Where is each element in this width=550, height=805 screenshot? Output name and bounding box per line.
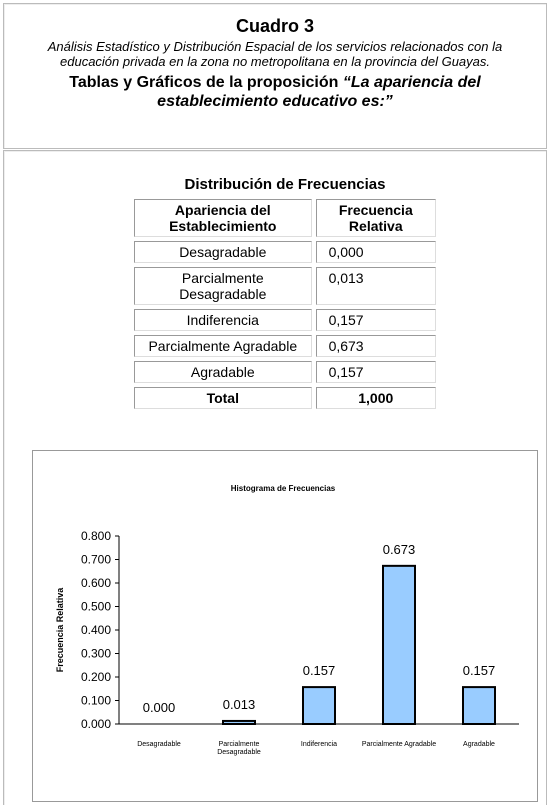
- table-cell: Parcialmente Agradable: [134, 335, 312, 357]
- table-title: Distribución de Frecuencias: [184, 176, 386, 193]
- value-label: 0.000: [143, 700, 176, 715]
- chart-box: Histograma de Frecuencias Frecuencia Rela…: [32, 450, 538, 802]
- x-tick-label: Desagradable: [137, 741, 181, 748]
- table-cell: Frecuencia Relativa: [315, 199, 436, 237]
- y-tick-label: 0.500: [81, 600, 111, 614]
- y-tick-label: 0.700: [81, 553, 111, 567]
- table-row: Agradable 0,157: [134, 361, 436, 383]
- y-tick-label: 0.600: [81, 576, 111, 590]
- table-row: Total 1,000: [134, 387, 436, 409]
- table-cell: 1,000: [315, 387, 436, 409]
- value-label: 0.157: [463, 663, 496, 678]
- table-cell: Parcialmente Desagradable: [134, 267, 312, 305]
- table-row: Parcialmente Desagradable 0,013: [134, 267, 436, 305]
- heading-quote: “La apariencia del establecimiento educa…: [157, 74, 481, 110]
- value-label: 0.013: [223, 697, 256, 712]
- y-axis-label: Frecuencia Relativa: [55, 587, 65, 673]
- table-row: Desagradable 0,000: [134, 241, 436, 263]
- table-cell: 0,673: [315, 335, 436, 357]
- table: Apariencia del Establecimiento Frecuencia…: [130, 195, 440, 413]
- chart-title: Histograma de Frecuencias: [231, 484, 336, 493]
- table-cell: Indiferencia: [134, 309, 312, 331]
- heading: Tablas y Gráficos de la proposición “La …: [14, 73, 536, 111]
- header: Cuadro 3 Análisis Estadístico y Distribu…: [3, 3, 547, 149]
- bar: [222, 719, 256, 726]
- x-tick-label: Parcialmente Agradable: [361, 741, 437, 748]
- content: [3, 150, 547, 805]
- x-tick-label: Indiferencia: [300, 741, 338, 748]
- x-tick-label: Agradable: [463, 741, 495, 748]
- table-cell: Agradable: [134, 361, 312, 383]
- table-cell: Apariencia del Establecimiento: [134, 199, 312, 237]
- y-tick-label: 0.800: [81, 529, 111, 543]
- table-cell: Desagradable: [134, 241, 312, 263]
- table-cell: 0,157: [315, 361, 436, 383]
- bar: [382, 564, 416, 725]
- y-tick-label: 0.100: [81, 694, 111, 708]
- table-row: Parcialmente Agradable 0,673: [134, 335, 436, 357]
- subtitle: Análisis Estadístico y Distribución Espa…: [47, 39, 503, 69]
- table-cell: 0,157: [315, 309, 436, 331]
- table-cell: 0,000: [315, 241, 436, 263]
- chart: Histograma de Frecuencias Frecuencia Rela…: [55, 484, 519, 731]
- y-tick-label: 0.400: [81, 623, 111, 637]
- value-label: 0.157: [303, 663, 336, 678]
- value-label: 0.673: [383, 542, 416, 557]
- table-row: Apariencia del Establecimiento Frecuencia…: [134, 199, 436, 237]
- table-row: Indiferencia 0,157: [134, 309, 436, 331]
- y-tick-label: 0.300: [81, 647, 111, 661]
- title: Cuadro 3: [235, 16, 314, 36]
- heading-text: Tablas y Gráficos de la proposición: [69, 74, 339, 91]
- bar: [302, 686, 336, 725]
- table-cell: Total: [134, 387, 312, 409]
- y-tick-label: 0.200: [81, 670, 111, 684]
- y-tick-label: 0.000: [81, 717, 111, 731]
- bar: [462, 686, 496, 725]
- x-tick-label: Parcialmente Desagradable: [217, 741, 261, 756]
- table-cell: 0,013: [315, 267, 436, 305]
